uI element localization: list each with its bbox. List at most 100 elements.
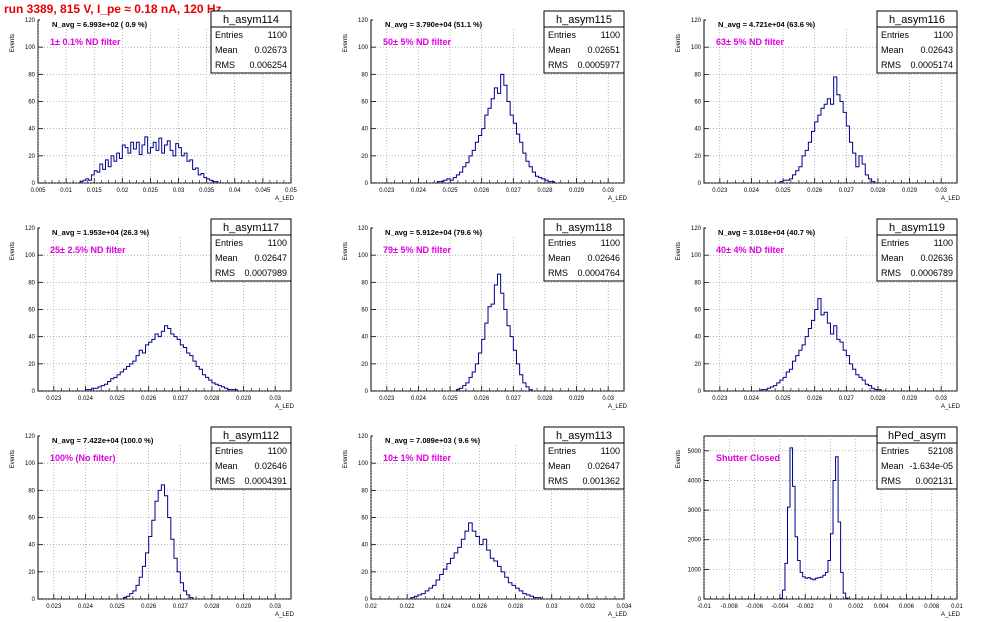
x-tick-label: 0.006: [899, 604, 915, 610]
x-tick-label: 0.027: [839, 188, 855, 194]
histogram-name: h_asym116: [889, 14, 945, 26]
x-tick-label: 0.027: [173, 396, 189, 402]
x-axis-label: A_LED: [941, 612, 961, 618]
x-tick-label: 0.027: [173, 604, 189, 610]
histogram-name: h_asym113: [556, 430, 612, 442]
histogram-name: h_asym115: [556, 14, 612, 26]
y-tick-label: 100: [358, 45, 369, 51]
histogram-name: h_asym114: [223, 14, 279, 26]
histogram-bars: [79, 136, 219, 183]
stats-value: 0.0004764: [577, 268, 620, 278]
x-tick-label: 0.028: [508, 604, 524, 610]
stats-box: [876, 218, 958, 282]
y-tick-label: 100: [691, 253, 702, 259]
stats-value: 0.0006789: [910, 268, 953, 278]
y-tick-label: 100: [691, 45, 702, 51]
stats-label: Entries: [881, 238, 910, 248]
histogram-bars: [779, 76, 876, 183]
x-tick-label: 0.029: [236, 396, 252, 402]
stats-label: RMS: [881, 476, 901, 486]
y-axis-label: Events: [343, 242, 349, 260]
y-tick-label: 40: [694, 127, 701, 133]
filter-label: 1± 0.1% ND filter: [50, 37, 121, 47]
x-tick-label: 0.03: [546, 604, 558, 610]
x-tick-label: 0.023: [712, 396, 728, 402]
y-tick-label: 100: [25, 461, 36, 467]
navg-box: [40, 435, 220, 445]
y-tick-label: 40: [28, 543, 35, 549]
stats-value: 0.02646: [254, 461, 287, 471]
stats-label: RMS: [215, 476, 235, 486]
x-tick-label: 0.023: [46, 604, 62, 610]
y-tick-label: 80: [361, 488, 368, 494]
stats-value: 0.002131: [915, 476, 953, 486]
histogram-name: h_asym118: [556, 222, 612, 234]
stats-box: [210, 218, 292, 282]
x-tick-label: 0.024: [411, 396, 427, 402]
x-tick-label: 0.015: [87, 188, 103, 194]
stats-label: Mean: [215, 45, 238, 55]
x-tick-label: 0: [829, 604, 833, 610]
x-tick-label: 0.022: [400, 604, 416, 610]
stats-label: Entries: [215, 238, 244, 248]
navg-box: [706, 19, 886, 29]
y-tick-label: 100: [358, 253, 369, 259]
navg-text: N_avg = 3.790e+04 (51.1 %): [385, 20, 483, 29]
histogram-panel-hPed_asym: -0.01 -0.008 -0.006 -0.004 -0.002 0 0.002 0.004…: [676, 426, 963, 618]
stats-box: [543, 426, 625, 490]
stats-value: 0.0005174: [910, 60, 953, 70]
stats-value: -1.634e-05: [909, 461, 953, 471]
y-tick-label: 20: [694, 362, 701, 368]
y-tick-label: 4000: [688, 478, 702, 484]
stats-value: 0.006254: [249, 60, 287, 70]
stats-label: Mean: [881, 45, 904, 55]
stats-value: 0.02673: [254, 45, 287, 55]
histogram-panel-h_asym116: 0.023 0.024 0.025 0.026 0.027 0.028 0.029 0.03 0…: [676, 10, 961, 202]
x-tick-label: 0.025: [443, 396, 459, 402]
y-axis-label: Events: [10, 242, 16, 260]
histogram-panel-h_asym117: 0.023 0.024 0.025 0.026 0.027 0.028 0.029 0.03 0…: [10, 218, 295, 410]
filter-label: 40± 4% ND filter: [716, 245, 784, 255]
x-tick-label: 0.028: [537, 188, 553, 194]
x-tick-label: 0.024: [78, 604, 94, 610]
x-tick-label: 0.03: [602, 188, 614, 194]
y-tick-label: 120: [25, 18, 36, 24]
navg-box: [373, 435, 553, 445]
x-tick-label: 0.025: [110, 604, 126, 610]
x-tick-label: 0.026: [141, 396, 157, 402]
x-tick-label: -0.004: [771, 604, 789, 610]
x-tick-label: 0.029: [902, 396, 918, 402]
x-tick-label: 0.024: [744, 188, 760, 194]
x-tick-label: -0.006: [746, 604, 764, 610]
x-tick-label: 0.02: [365, 604, 377, 610]
histogram-bars: [760, 298, 882, 391]
navg-text: N_avg = 3.018e+04 (40.7 %): [718, 228, 816, 237]
x-tick-label: 0.008: [924, 604, 940, 610]
stats-value: 0.02651: [587, 45, 620, 55]
y-tick-label: 40: [694, 335, 701, 341]
stats-value: 1100: [601, 30, 620, 40]
y-tick-label: 100: [25, 45, 36, 51]
y-tick-label: 100: [25, 253, 36, 259]
x-tick-label: 0.035: [199, 188, 215, 194]
y-tick-label: 80: [694, 280, 701, 286]
histogram-panel-h_asym119: 0.023 0.024 0.025 0.026 0.027 0.028 0.029 0.03 0…: [676, 218, 961, 410]
x-tick-label: 0.045: [255, 188, 271, 194]
stats-value: 0.02636: [920, 253, 953, 263]
stats-label: Entries: [881, 30, 910, 40]
x-tick-label: 0.03: [173, 188, 185, 194]
x-tick-label: -0.002: [797, 604, 815, 610]
y-tick-label: 60: [361, 516, 368, 522]
x-tick-label: 0.023: [46, 396, 62, 402]
stats-label: Mean: [881, 253, 904, 263]
x-axis-label: A_LED: [275, 404, 295, 410]
y-tick-label: 1000: [688, 567, 702, 573]
filter-label: 63± 5% ND filter: [716, 37, 784, 47]
x-tick-label: -0.008: [721, 604, 739, 610]
x-tick-label: 0.025: [110, 396, 126, 402]
y-tick-label: 60: [28, 516, 35, 522]
stats-value: 0.02646: [587, 253, 620, 263]
y-tick-label: 20: [361, 362, 368, 368]
stats-value: 0.001362: [582, 476, 620, 486]
x-tick-label: 0.005: [30, 188, 46, 194]
